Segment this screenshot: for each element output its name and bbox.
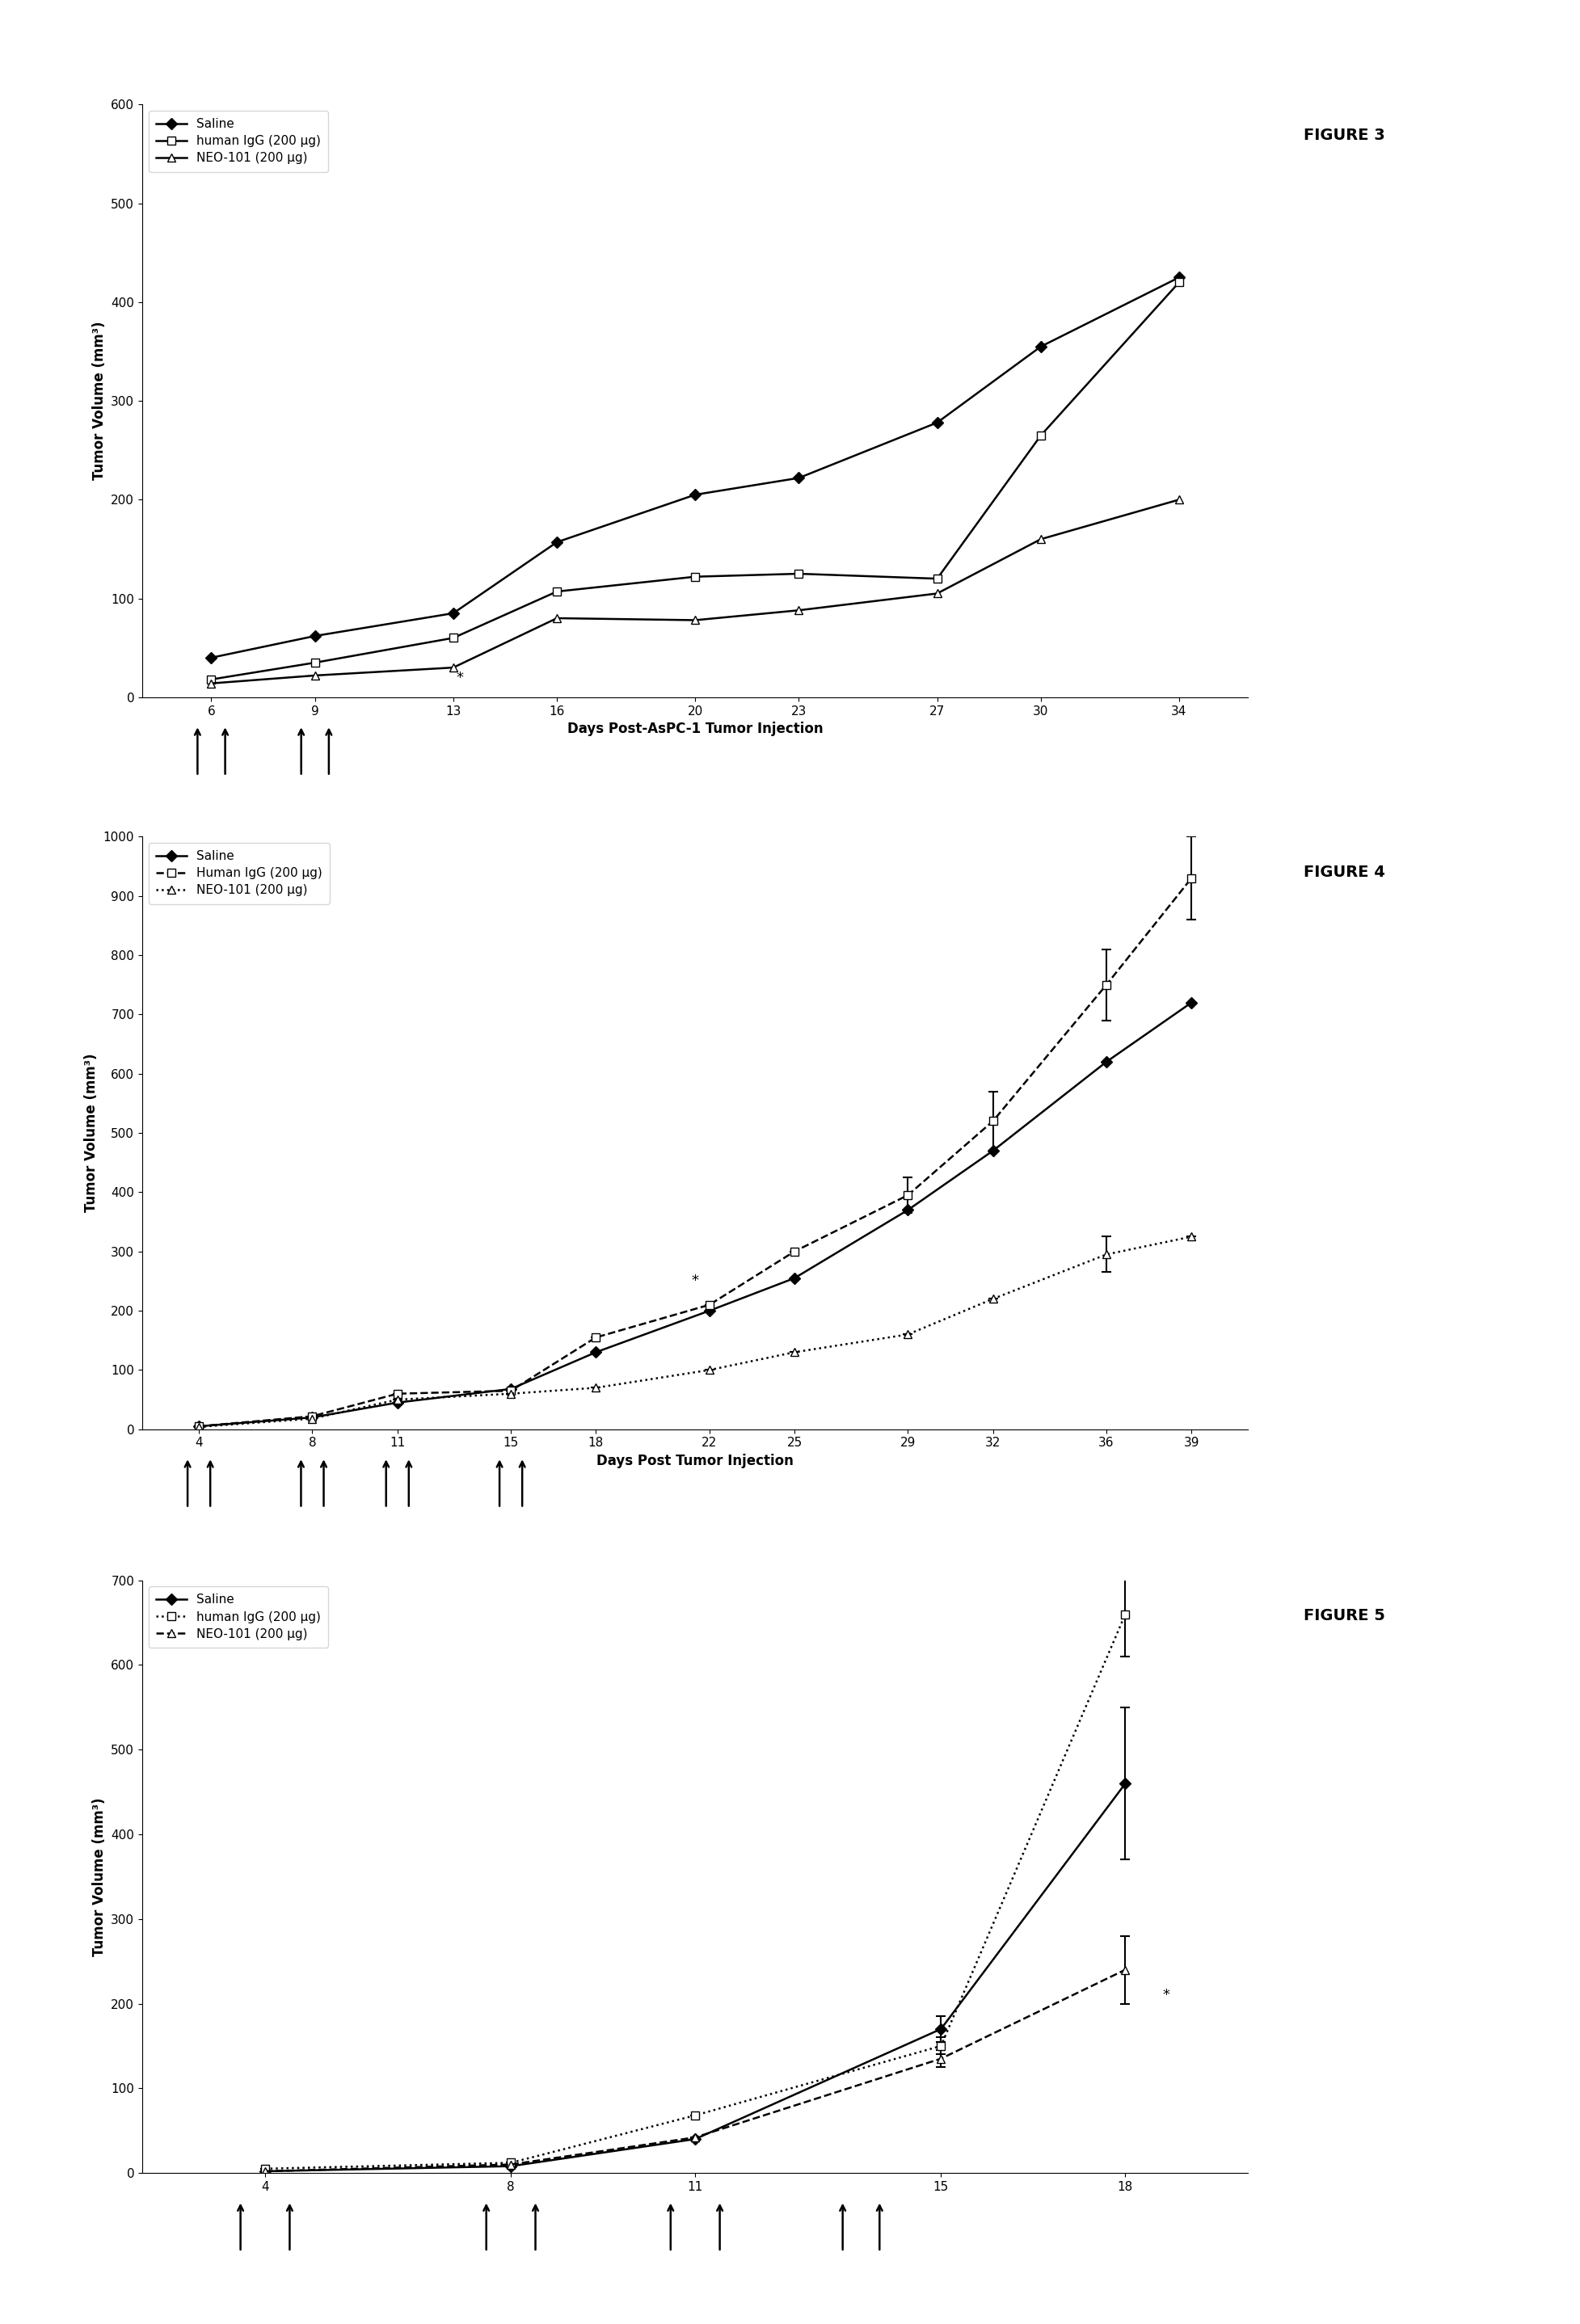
Legend: Saline, human IgG (200 μg), NEO-101 (200 μg): Saline, human IgG (200 μg), NEO-101 (200… — [149, 1587, 329, 1648]
Text: *: * — [692, 1274, 698, 1287]
NEO-101 (200 μg) — [1169, 486, 1188, 514]
Saline — [1169, 263, 1188, 290]
Saline — [927, 409, 946, 437]
Text: FIGURE 3: FIGURE 3 — [1304, 128, 1386, 144]
Saline — [1182, 988, 1201, 1016]
Saline — [190, 1413, 209, 1441]
Text: FIGURE 5: FIGURE 5 — [1304, 1608, 1386, 1624]
Saline — [983, 1136, 1002, 1164]
Text: *: * — [1163, 1987, 1169, 2003]
human IgG (200 μg) — [1169, 270, 1188, 297]
human IgG (200 μg) — [686, 562, 705, 590]
Saline — [303, 1404, 322, 1432]
human IgG (200 μg) — [444, 625, 463, 653]
Saline — [389, 1390, 408, 1418]
X-axis label: Days Post Tumor Injection: Days Post Tumor Injection — [597, 1455, 793, 1469]
Line: Saline: Saline — [207, 274, 1183, 662]
Line: NEO-101 (200 μg): NEO-101 (200 μg) — [207, 495, 1183, 688]
Legend: Saline, human IgG (200 μg), NEO-101 (200 μg): Saline, human IgG (200 μg), NEO-101 (200… — [149, 112, 329, 172]
human IgG (200 μg) — [1032, 421, 1051, 449]
NEO-101 (200 μg) — [444, 653, 463, 681]
Saline — [790, 465, 809, 493]
human IgG (200 μg) — [547, 579, 566, 607]
Text: *: * — [457, 672, 465, 686]
human IgG (200 μg) — [305, 648, 324, 676]
Saline — [1032, 332, 1051, 360]
Legend: Saline, Human IgG (200 μg), NEO-101 (200 μg): Saline, Human IgG (200 μg), NEO-101 (200… — [149, 844, 330, 904]
human IgG (200 μg) — [927, 565, 946, 593]
NEO-101 (200 μg) — [686, 607, 705, 634]
NEO-101 (200 μg) — [202, 669, 221, 697]
NEO-101 (200 μg) — [927, 579, 946, 607]
Y-axis label: Tumor Volume (mm³): Tumor Volume (mm³) — [92, 1796, 106, 1957]
NEO-101 (200 μg) — [790, 597, 809, 625]
human IgG (200 μg) — [202, 665, 221, 693]
Text: FIGURE 4: FIGURE 4 — [1304, 865, 1386, 881]
Saline — [700, 1297, 719, 1325]
Saline — [444, 600, 463, 627]
Saline — [1097, 1048, 1115, 1076]
human IgG (200 μg) — [790, 560, 809, 588]
NEO-101 (200 μg) — [547, 604, 566, 632]
NEO-101 (200 μg) — [305, 662, 324, 690]
Y-axis label: Tumor Volume (mm³): Tumor Volume (mm³) — [84, 1053, 98, 1213]
Y-axis label: Tumor Volume (mm³): Tumor Volume (mm³) — [92, 321, 106, 481]
Line: human IgG (200 μg): human IgG (200 μg) — [207, 279, 1183, 683]
Saline — [202, 644, 221, 672]
Line: Saline: Saline — [194, 999, 1196, 1429]
Saline — [785, 1264, 804, 1292]
Saline — [305, 623, 324, 651]
NEO-101 (200 μg) — [1032, 525, 1051, 553]
Saline — [686, 481, 705, 509]
Saline — [586, 1339, 605, 1367]
Saline — [899, 1197, 918, 1225]
Saline — [547, 528, 566, 555]
X-axis label: Days Post-AsPC-1 Tumor Injection: Days Post-AsPC-1 Tumor Injection — [567, 723, 823, 737]
Saline — [501, 1376, 520, 1404]
